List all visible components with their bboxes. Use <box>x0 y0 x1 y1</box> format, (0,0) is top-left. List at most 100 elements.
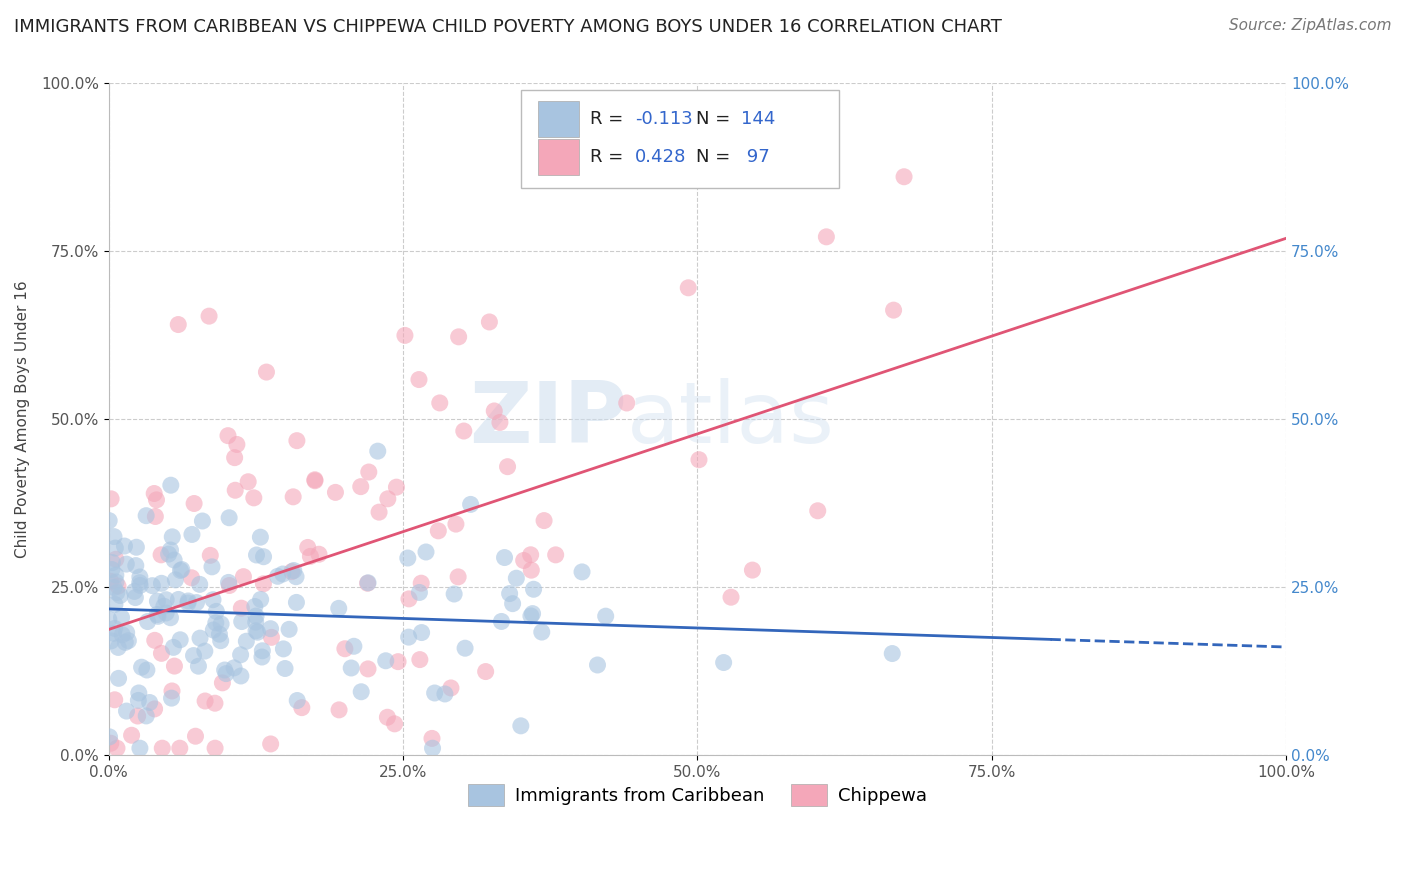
Point <box>512 553 534 567</box>
Point <box>235 634 257 648</box>
Point <box>299 549 322 564</box>
Point <box>104 574 127 589</box>
Y-axis label: Child Poverty Among Boys Under 16: Child Poverty Among Boys Under 16 <box>15 280 30 558</box>
Point <box>498 586 520 600</box>
Point <box>460 497 482 511</box>
Point <box>266 569 288 583</box>
Point <box>143 509 166 524</box>
Point <box>283 564 305 578</box>
Point <box>169 632 191 647</box>
Point <box>409 652 432 666</box>
Text: ZIP: ZIP <box>470 377 627 460</box>
Point <box>368 505 391 519</box>
Point <box>217 428 239 442</box>
Point <box>224 450 246 465</box>
Point <box>398 591 420 606</box>
Point <box>231 601 253 615</box>
Point <box>260 631 283 645</box>
Point <box>271 567 294 582</box>
Text: R =: R = <box>591 110 630 128</box>
Point <box>204 696 226 710</box>
Point <box>387 655 409 669</box>
Point <box>98 730 121 744</box>
Point <box>136 615 159 629</box>
Point <box>502 597 524 611</box>
Point <box>103 581 125 595</box>
Text: 144: 144 <box>741 110 775 128</box>
Point <box>807 504 830 518</box>
Text: N =: N = <box>696 110 737 128</box>
Point <box>243 599 266 614</box>
Point <box>200 549 222 563</box>
Point <box>162 530 184 544</box>
Point <box>104 693 127 707</box>
Point <box>440 681 463 695</box>
Point <box>283 490 305 504</box>
Point <box>121 728 143 742</box>
Point <box>713 656 735 670</box>
Point <box>208 627 231 641</box>
Point <box>160 684 183 698</box>
Point <box>143 633 166 648</box>
Point <box>98 514 121 528</box>
Point <box>533 514 555 528</box>
Point <box>396 551 419 566</box>
Point <box>150 548 173 562</box>
Point <box>146 607 169 622</box>
Point <box>105 585 128 599</box>
Point <box>111 628 134 642</box>
Point <box>308 547 330 561</box>
Point <box>169 741 191 756</box>
Point <box>125 541 148 555</box>
Point <box>160 691 183 706</box>
Point <box>882 647 904 661</box>
Point <box>104 552 127 566</box>
Point <box>128 686 150 700</box>
Point <box>232 569 254 583</box>
Point <box>163 553 186 567</box>
Point <box>815 230 838 244</box>
Point <box>245 548 267 562</box>
Point <box>444 517 467 532</box>
Point <box>155 592 177 607</box>
Point <box>520 563 543 577</box>
Point <box>384 716 406 731</box>
Point <box>520 609 543 624</box>
Point <box>229 669 252 683</box>
Point <box>170 562 193 576</box>
Point <box>484 404 506 418</box>
Point <box>243 491 266 505</box>
Point <box>159 543 181 558</box>
Point <box>408 373 430 387</box>
Text: IMMIGRANTS FROM CARIBBEAN VS CHIPPEWA CHILD POVERTY AMONG BOYS UNDER 16 CORRELAT: IMMIGRANTS FROM CARIBBEAN VS CHIPPEWA CH… <box>14 18 1002 36</box>
Point <box>374 654 396 668</box>
Point <box>169 564 191 578</box>
Point <box>138 696 160 710</box>
Point <box>135 663 157 677</box>
Point <box>143 702 166 716</box>
Point <box>184 729 207 743</box>
Point <box>135 508 157 523</box>
Point <box>245 624 267 638</box>
Point <box>285 570 308 584</box>
Point <box>97 612 120 626</box>
Point <box>285 693 308 707</box>
Point <box>274 661 297 675</box>
Point <box>205 604 228 618</box>
Point <box>124 591 146 605</box>
Point <box>105 741 128 756</box>
Point <box>167 592 190 607</box>
Point <box>357 575 380 590</box>
Point <box>165 573 187 587</box>
Point <box>186 596 208 610</box>
Point <box>183 496 205 510</box>
Point <box>522 607 544 621</box>
Point <box>145 492 167 507</box>
Point <box>108 589 131 603</box>
Point <box>104 622 127 636</box>
Point <box>494 550 516 565</box>
Point <box>411 625 433 640</box>
Point <box>141 579 163 593</box>
Point <box>188 577 211 591</box>
Point <box>129 578 152 592</box>
